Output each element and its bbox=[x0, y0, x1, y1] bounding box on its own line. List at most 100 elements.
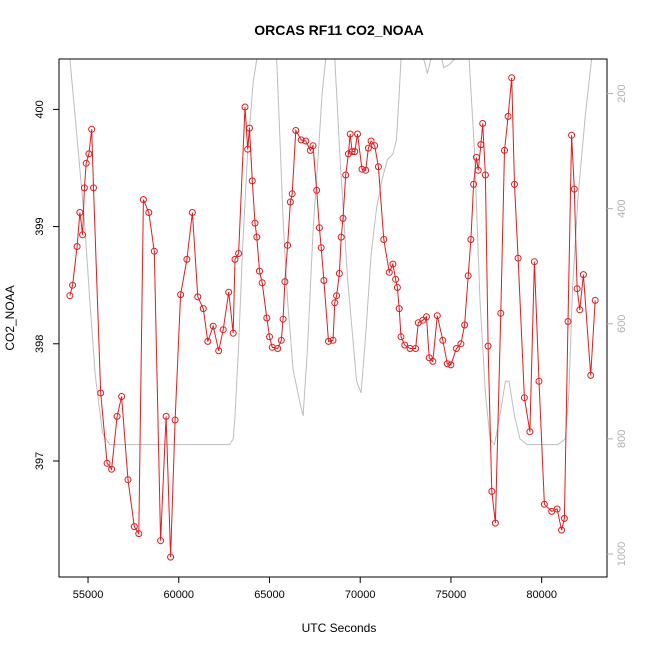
co2-point bbox=[253, 233, 261, 241]
co2-point bbox=[90, 184, 97, 192]
co2-point bbox=[145, 209, 153, 216]
co2-point bbox=[457, 340, 465, 348]
co2-point bbox=[401, 341, 409, 349]
co2-point bbox=[423, 313, 430, 321]
co2-point bbox=[73, 243, 81, 250]
co2-point bbox=[69, 281, 77, 289]
co2-point bbox=[103, 459, 111, 467]
co2-point bbox=[367, 137, 375, 145]
co2-point bbox=[204, 337, 212, 345]
co2-point bbox=[333, 292, 341, 300]
co2-point bbox=[511, 180, 518, 188]
chart-title: ORCAS RF11 CO2_NOAA bbox=[254, 22, 424, 38]
x-axis-label: UTC Seconds bbox=[302, 621, 377, 635]
co2-point bbox=[439, 336, 447, 344]
co2-point bbox=[425, 354, 433, 362]
co2-line bbox=[69, 77, 596, 558]
co2-point bbox=[380, 236, 388, 243]
co2-point bbox=[288, 190, 296, 198]
y-axis: 397 398 399 400 bbox=[34, 100, 59, 470]
co2-point bbox=[526, 428, 534, 436]
co2-point bbox=[256, 267, 263, 275]
co2-point bbox=[354, 130, 361, 138]
co2-point bbox=[570, 185, 578, 193]
co2-point bbox=[491, 519, 499, 527]
co2-point bbox=[591, 296, 599, 304]
co2-point bbox=[479, 120, 487, 127]
co2-point bbox=[497, 309, 505, 317]
plot-frame bbox=[58, 58, 608, 578]
y2-tick-label: 800 bbox=[616, 430, 628, 448]
co2-point bbox=[412, 345, 420, 352]
co2-series bbox=[66, 74, 599, 561]
co2-point bbox=[177, 291, 185, 299]
co2-point bbox=[231, 255, 239, 263]
co2-point bbox=[309, 142, 317, 150]
co2-point bbox=[389, 260, 397, 268]
co2-point bbox=[429, 357, 437, 365]
y2-tick-label: 400 bbox=[616, 199, 628, 217]
co2-point bbox=[88, 125, 96, 133]
co2-point bbox=[219, 326, 227, 334]
co2-point bbox=[130, 523, 138, 531]
pressure-line bbox=[69, 59, 598, 446]
co2-point bbox=[79, 231, 87, 239]
co2-point bbox=[348, 148, 356, 156]
y-tick-label: 400 bbox=[34, 100, 46, 118]
co2-point bbox=[108, 465, 116, 473]
co2-point bbox=[461, 321, 469, 329]
co2-point bbox=[251, 219, 259, 227]
co2-point bbox=[225, 288, 233, 296]
y-tick-label: 397 bbox=[34, 452, 46, 470]
co2-point bbox=[315, 224, 323, 232]
co2-point bbox=[481, 171, 489, 179]
co2-point bbox=[464, 272, 472, 280]
plot-area bbox=[66, 59, 599, 561]
co2-point bbox=[171, 416, 179, 424]
co2-point bbox=[339, 214, 347, 222]
y-axis-label: CO2_NOAA bbox=[3, 285, 17, 350]
co2-point bbox=[325, 337, 332, 345]
co2-point bbox=[335, 270, 343, 277]
co2-point bbox=[162, 412, 170, 420]
pressure-series bbox=[69, 59, 598, 446]
co2-point bbox=[501, 146, 508, 154]
co2-point bbox=[241, 103, 249, 111]
co2-point bbox=[292, 127, 300, 134]
co2-point bbox=[564, 318, 572, 325]
co2-point bbox=[470, 180, 478, 188]
co2-point bbox=[248, 177, 256, 185]
co2-point bbox=[188, 209, 196, 216]
co2-point bbox=[329, 336, 337, 344]
co2-point bbox=[560, 514, 568, 522]
co2-point bbox=[362, 166, 370, 174]
co2-point bbox=[194, 293, 202, 301]
co2-point bbox=[281, 278, 289, 286]
co2-point bbox=[467, 236, 475, 243]
co2-point bbox=[344, 150, 352, 158]
co2-point bbox=[113, 412, 121, 420]
co2-point bbox=[443, 360, 451, 368]
x-tick-label: 70000 bbox=[345, 589, 376, 601]
co2-point bbox=[157, 537, 165, 545]
co2-point bbox=[297, 136, 305, 144]
co2-point bbox=[80, 184, 88, 192]
co2-point bbox=[371, 142, 379, 150]
co2-point bbox=[76, 209, 84, 216]
y2-axis: 200 400 600 800 1000 bbox=[607, 84, 628, 566]
co2-point bbox=[484, 342, 492, 350]
co2-point bbox=[364, 144, 372, 152]
co2-point bbox=[150, 247, 158, 255]
co2-point bbox=[277, 336, 285, 344]
co2-point bbox=[279, 315, 287, 323]
co2-point bbox=[263, 314, 271, 322]
co2-point bbox=[520, 394, 528, 402]
co2-point bbox=[568, 131, 576, 139]
x-tick-label: 80000 bbox=[526, 589, 557, 601]
co2-point bbox=[558, 526, 566, 534]
x-tick-label: 60000 bbox=[163, 589, 194, 601]
y2-tick-label: 200 bbox=[616, 84, 628, 102]
co2-point bbox=[97, 389, 105, 397]
co2-point bbox=[118, 393, 126, 400]
